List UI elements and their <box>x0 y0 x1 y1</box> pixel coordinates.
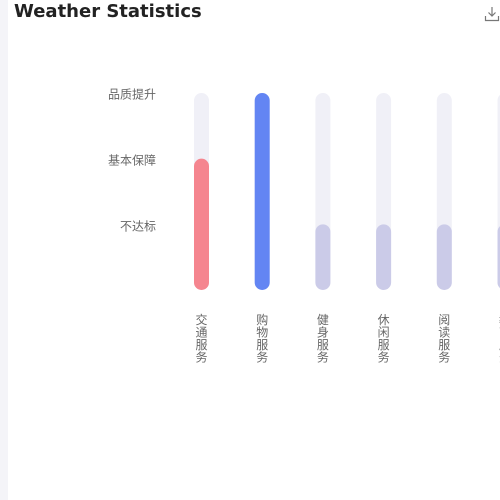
chart-card: Weather Statistics 不达标 基本保障 品质提升交通服务 购物服务 健身… <box>8 0 500 500</box>
x-tick-label: 阅读服务 <box>438 313 450 365</box>
x-tick-label: 教育服务 <box>499 312 500 365</box>
bar[interactable] <box>194 158 209 290</box>
bar[interactable] <box>436 224 452 290</box>
x-tick-label: 健身服务 <box>317 313 329 365</box>
bar[interactable] <box>497 224 500 290</box>
y-tick-label: 不达标 <box>120 220 156 234</box>
y-tick-label: 品质提升 <box>108 87 156 102</box>
x-tick-label: 购物服务 <box>256 312 268 365</box>
bar[interactable] <box>376 224 392 290</box>
download-button[interactable] <box>484 6 500 22</box>
x-tick-label: 休闲服务 <box>378 313 390 365</box>
page-title: Weather Statistics <box>14 1 202 22</box>
x-tick-label: 交通服务 <box>195 312 207 365</box>
bar[interactable] <box>254 93 270 290</box>
y-tick-label: 基本保障 <box>108 153 156 168</box>
download-icon <box>484 7 500 22</box>
bar[interactable] <box>315 224 331 290</box>
